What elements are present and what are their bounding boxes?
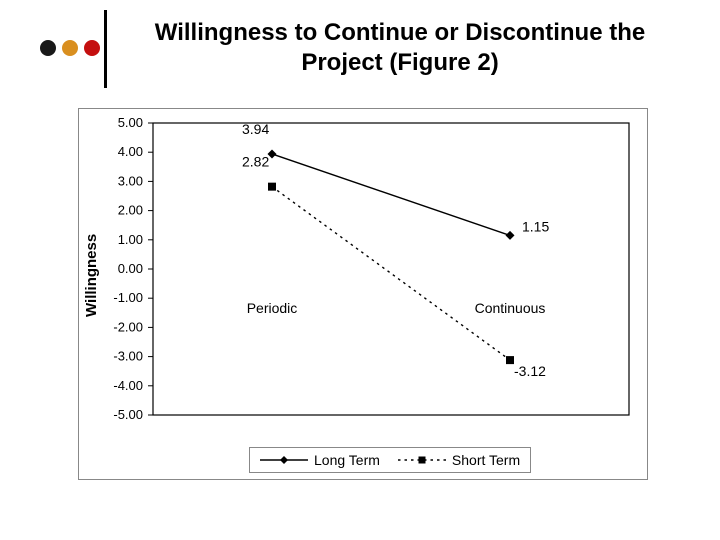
legend-label: Short Term (452, 452, 520, 468)
willingness-chart: -5.00 -4.00 -3.00 -2.00 -1.00 0.00 1.00 2.00 3.0… (79, 109, 647, 479)
y-axis-title: Willingness (83, 234, 100, 317)
chart-legend: Long Term Short Term (249, 447, 531, 473)
y-tick-label: -2.00 (113, 319, 143, 334)
y-tick-label: -4.00 (113, 378, 143, 393)
legend-item: Long Term (260, 452, 380, 468)
dot-3 (84, 40, 100, 56)
chart-container: -5.00 -4.00 -3.00 -2.00 -1.00 0.00 1.00 2.00 3.0… (78, 108, 648, 480)
dot-2 (62, 40, 78, 56)
data-label: 3.94 (242, 121, 269, 137)
series-line (272, 187, 510, 360)
y-tick-label: 0.00 (118, 261, 143, 276)
y-tick-label: 4.00 (118, 144, 143, 159)
decorative-dots (40, 40, 100, 56)
y-tick-label: -3.00 (113, 349, 143, 364)
y-tick-label: 3.00 (118, 173, 143, 188)
legend-swatch (260, 453, 308, 467)
legend-item: Short Term (398, 452, 520, 468)
data-label: -3.12 (514, 363, 546, 379)
x-category-label: Periodic (247, 300, 298, 316)
data-label: 2.82 (242, 154, 269, 170)
y-tick-label: 2.00 (118, 203, 143, 218)
title-divider (104, 10, 107, 88)
series-line (272, 154, 510, 235)
x-category-label: Continuous (475, 300, 546, 316)
slide-title: Willingness to Continue or Discontinue t… (120, 18, 680, 78)
y-tick-label: -1.00 (113, 290, 143, 305)
y-tick-label: 5.00 (118, 115, 143, 130)
data-label: 1.15 (522, 218, 549, 234)
legend-swatch (398, 453, 446, 467)
y-tick-label: 1.00 (118, 232, 143, 247)
dot-1 (40, 40, 56, 56)
legend-label: Long Term (314, 452, 380, 468)
y-tick-label: -5.00 (113, 407, 143, 422)
